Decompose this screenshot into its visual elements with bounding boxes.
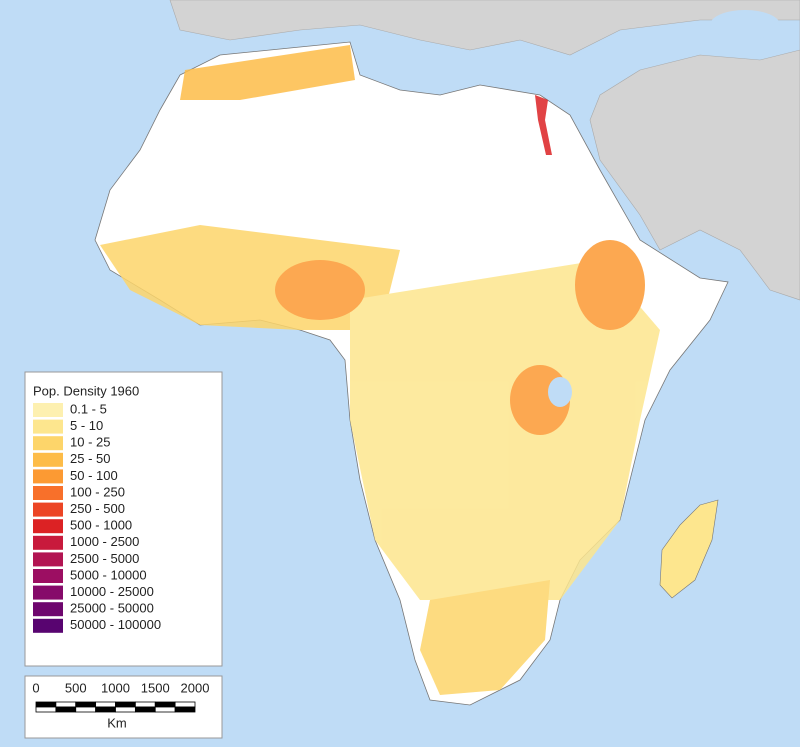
legend-swatch [33,403,63,417]
legend-label: 2500 - 5000 [70,551,139,566]
scale-label: 1500 [141,680,170,695]
scale-segment [154,706,176,713]
legend-swatch [33,469,63,484]
scale-segment [174,706,196,713]
legend-label: 25000 - 50000 [70,601,154,616]
legend-swatch [33,502,63,517]
legend-swatch [33,452,63,467]
scale-segment [134,701,156,708]
legend-label: 50000 - 100000 [70,617,161,632]
scale-segment [95,701,116,708]
legend-swatch [33,552,63,567]
legend-swatch [33,486,63,500]
scale-segment [55,701,77,708]
scale-segment [35,706,57,713]
scale-segment [95,706,116,713]
scale-bar: 0 500 1000 1500 2000 [32,680,210,713]
scale-segment [55,706,77,713]
scale-label: 0 [32,680,39,695]
scale-label: 2000 [181,680,210,695]
madagascar [659,499,719,599]
scale-segment [115,706,136,713]
scale-label: 1000 [101,680,130,695]
legend-swatch [33,618,63,633]
legend-title: Pop. Density 1960 [33,383,139,398]
density-area [275,260,365,320]
scale-segment [35,701,57,708]
legend-label: 10 - 25 [70,435,110,450]
legend-swatch [33,419,63,434]
legend-swatch [33,602,63,617]
density-area [350,260,660,600]
scale-unit: Km [107,715,127,730]
legend-swatch [33,436,63,451]
legend-label: 1000 - 2500 [70,534,139,549]
legend-swatch [33,519,63,534]
scale-segment [154,701,176,708]
legend-label: 5 - 10 [70,418,103,433]
scale-segment [134,706,156,713]
legend-swatch [33,569,63,583]
legend-label: 100 - 250 [70,484,125,499]
legend-label: 500 - 1000 [70,518,132,533]
legend-label: 10000 - 25000 [70,584,154,599]
scale-label: 500 [65,680,87,695]
sea [710,10,780,40]
scale-segment [174,701,196,708]
legend-label: 250 - 500 [70,501,125,516]
scale-segment [115,701,136,708]
scale-segment [75,706,97,713]
legend-swatch [33,585,63,600]
density-area [180,45,355,100]
other-land [169,0,800,301]
legend-label: 25 - 50 [70,451,110,466]
legend-label: 0.1 - 5 [70,401,107,416]
legend-label: 5000 - 10000 [70,567,147,582]
legend-swatch [33,535,63,550]
nile-density [535,95,552,155]
legend-label: 50 - 100 [70,468,118,483]
density-area [575,240,645,330]
lake [548,377,572,407]
scale-segment [75,701,97,708]
density-areas [100,45,660,695]
density-area [420,580,550,695]
